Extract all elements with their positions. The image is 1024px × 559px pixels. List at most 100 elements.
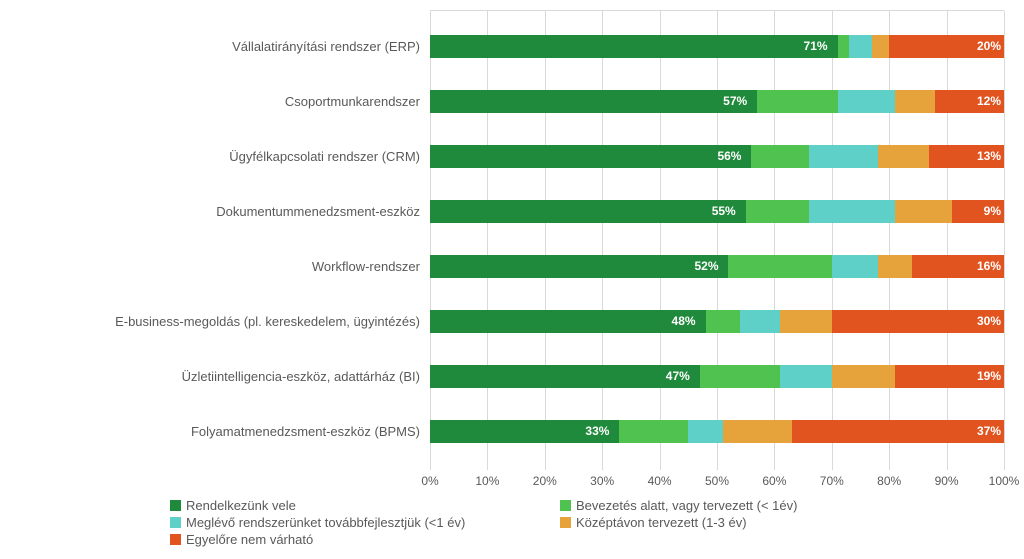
bar-segment [430,365,700,388]
bar-segment [430,90,757,113]
value-label: 19% [977,365,1001,388]
legend-item: Egyelőre nem várható [170,532,530,547]
legend-item: Középtávon tervezett (1-3 év) [560,515,920,530]
category-label: Ügyfélkapcsolati rendszer (CRM) [30,145,430,168]
legend-swatch [170,517,181,528]
legend-row: Meglévő rendszerünket továbbfejlesztjük … [170,515,990,530]
legend-row: Rendelkezünk vele Bevezetés alatt, vagy t… [170,498,990,513]
x-tick-label: 70% [820,474,844,488]
gridline [545,11,546,470]
x-tick-label: 60% [762,474,786,488]
value-label: 30% [977,310,1001,333]
value-label: 37% [977,420,1001,443]
gridline [774,11,775,470]
x-tick-label: 40% [648,474,672,488]
bar-segment [751,145,808,168]
category-label: Dokumentummenedzsment-eszköz [30,200,430,223]
value-label: 47% [666,365,690,388]
bar-row: E-business-megoldás (pl. kereskedelem, ü… [430,310,1004,333]
value-label: 9% [984,200,1001,223]
value-label: 56% [717,145,741,168]
category-label: Workflow-rendszer [30,255,430,278]
x-tick-label: 80% [877,474,901,488]
legend-swatch [560,517,571,528]
gridline [717,11,718,470]
value-label: 13% [977,145,1001,168]
legend-row: Egyelőre nem várható [170,532,990,547]
gridline [487,11,488,470]
value-label: 12% [977,90,1001,113]
bar-segment [780,365,832,388]
bar-segment [838,35,849,58]
bar-row: Workflow-rendszer52%16% [430,255,1004,278]
bar-segment [728,255,831,278]
category-label: E-business-megoldás (pl. kereskedelem, ü… [30,310,430,333]
legend-label: Bevezetés alatt, vagy tervezett (< 1év) [576,498,797,513]
bar-segment [430,255,728,278]
bar-segment [832,255,878,278]
bar-row: Üzletiintelligencia-eszköz, adattárház (… [430,365,1004,388]
x-tick-label: 30% [590,474,614,488]
bar-segment [688,420,722,443]
x-tick-label: 100% [989,474,1020,488]
bar-row: Vállalatirányítási rendszer (ERP)71%20% [430,35,1004,58]
plot-area: Vállalatirányítási rendszer (ERP)71%20%C… [430,10,1004,470]
bar-segment [430,310,706,333]
gridline [1004,11,1005,470]
gridline [889,11,890,470]
value-label: 20% [977,35,1001,58]
bar-row: Ügyfélkapcsolati rendszer (CRM)56%13% [430,145,1004,168]
x-tick-label: 50% [705,474,729,488]
stacked-bar-chart: Vállalatirányítási rendszer (ERP)71%20%C… [20,10,1004,547]
legend: Rendelkezünk vele Bevezetés alatt, vagy t… [170,498,990,547]
bar-row: Csoportmunkarendszer57%12% [430,90,1004,113]
bar-segment [700,365,780,388]
bar-segment [792,420,1004,443]
legend-item: Bevezetés alatt, vagy tervezett (< 1év) [560,498,920,513]
value-label: 48% [672,310,696,333]
gridline [947,11,948,470]
bar-row: Folyamatmenedzsment-eszköz (BPMS)33%37% [430,420,1004,443]
value-label: 57% [723,90,747,113]
bar-segment [809,145,878,168]
bar-segment [832,365,895,388]
legend-label: Rendelkezünk vele [186,498,296,513]
value-label: 71% [804,35,828,58]
gridline [660,11,661,470]
legend-label: Középtávon tervezett (1-3 év) [576,515,747,530]
x-tick-label: 0% [421,474,438,488]
bar-segment [872,35,889,58]
value-label: 16% [977,255,1001,278]
x-tick-label: 20% [533,474,557,488]
category-label: Csoportmunkarendszer [30,90,430,113]
bar-segment [619,420,688,443]
bar-segment [878,145,930,168]
bar-segment [740,310,780,333]
legend-label: Egyelőre nem várható [186,532,313,547]
value-label: 52% [694,255,718,278]
gridline [832,11,833,470]
x-tick-label: 90% [935,474,959,488]
value-label: 55% [712,200,736,223]
legend-swatch [170,500,181,511]
legend-swatch [560,500,571,511]
legend-label: Meglévő rendszerünket továbbfejlesztjük … [186,515,465,530]
x-axis: 0%10%20%30%40%50%60%70%80%90%100% [430,470,1004,492]
bar-segment [895,90,935,113]
x-tick-label: 10% [475,474,499,488]
bar-segment [895,200,952,223]
bar-segment [706,310,740,333]
bar-segment [878,255,912,278]
legend-swatch [170,534,181,545]
category-label: Üzletiintelligencia-eszköz, adattárház (… [30,365,430,388]
bar-segment [849,35,872,58]
bar-segment [838,90,895,113]
category-label: Folyamatmenedzsment-eszköz (BPMS) [30,420,430,443]
bar-segment [757,90,837,113]
gridline [602,11,603,470]
bar-segment [430,35,838,58]
bar-segment [430,200,746,223]
bar-segment [430,145,751,168]
legend-item: Rendelkezünk vele [170,498,530,513]
gridline [430,11,431,470]
